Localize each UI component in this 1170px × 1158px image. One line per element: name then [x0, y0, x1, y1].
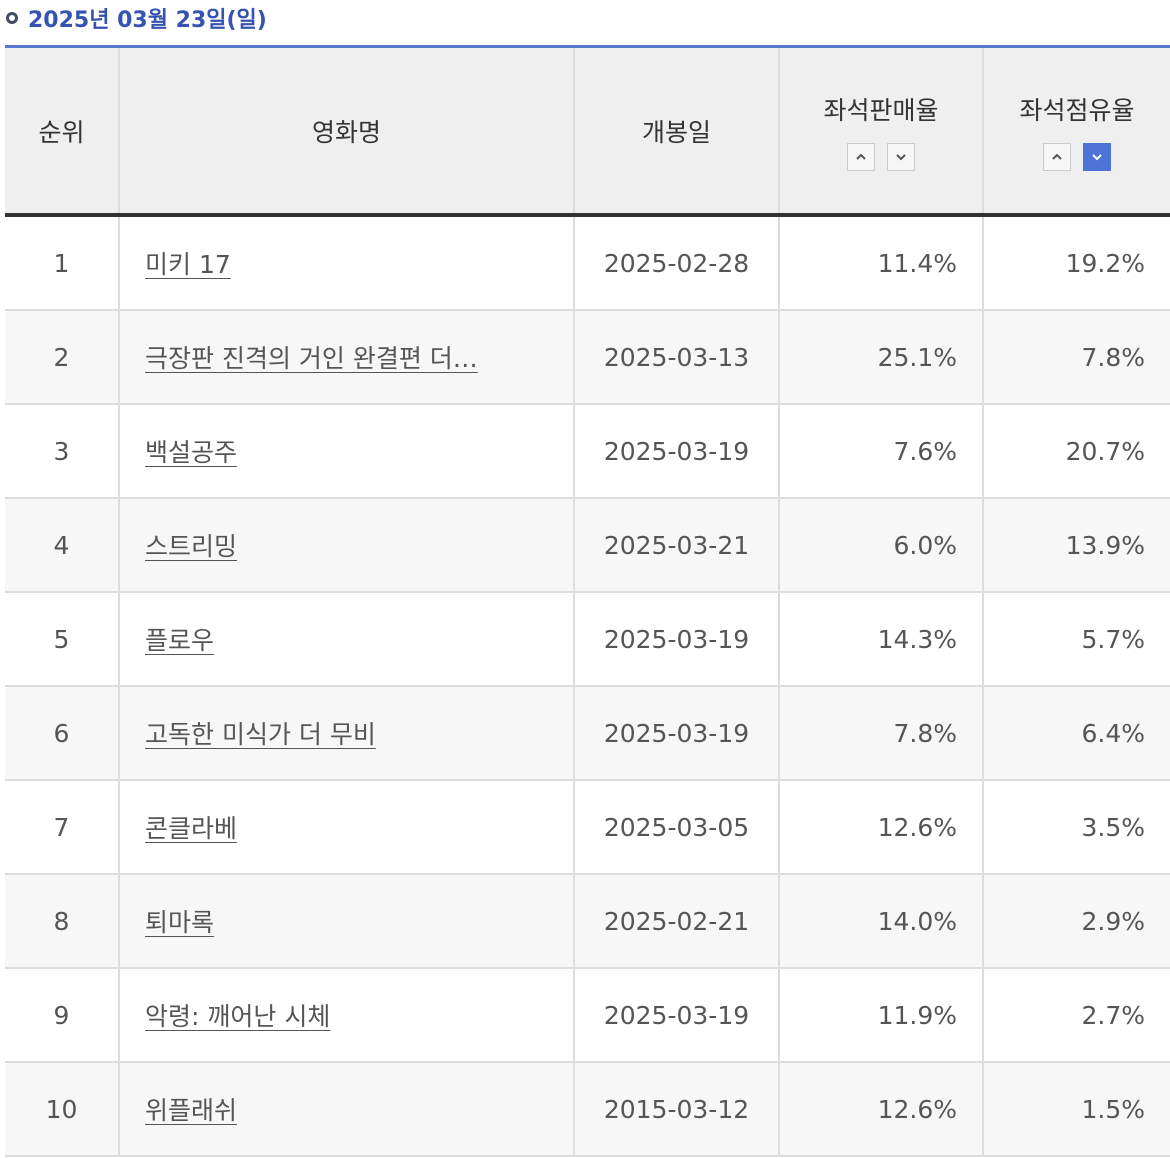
seat-occupancy-rate: 6.4%	[982, 686, 1170, 781]
rank: 6	[5, 686, 119, 781]
table-row: 4 스트리밍 2025-03-21 6.0% 13.9%	[5, 498, 1170, 593]
release-date: 2025-03-19	[573, 968, 779, 1063]
cell: 플로우	[118, 592, 574, 687]
release-date: 2025-02-21	[573, 874, 779, 969]
seat-occupancy-rate: 2.9%	[982, 874, 1170, 969]
table-row: 10 위플래쉬 2015-03-12 12.6% 1.5%	[5, 1062, 1170, 1157]
movie-title-link[interactable]: 극장판 진격의 거인 완결편 더…	[145, 344, 478, 373]
column-label: 영화명	[311, 117, 381, 147]
sort-asc-button[interactable]	[1043, 142, 1071, 171]
seat-occupancy-rate: 3.5%	[982, 780, 1170, 875]
header-row: 순위 영화명 개봉일 좌석판매율 좌석점유율	[5, 48, 1170, 217]
divider	[5, 45, 1170, 48]
cell: 악령: 깨어난 시체	[118, 968, 574, 1063]
movie-title-link[interactable]: 플로우	[145, 626, 215, 655]
seat-sales-rate: 11.4%	[778, 215, 983, 311]
seat-sales-rate: 6.0%	[778, 498, 983, 593]
rank: 4	[5, 498, 119, 593]
column-header: 좌석판매율	[778, 48, 983, 217]
rank: 2	[5, 310, 119, 405]
rank: 3	[5, 404, 119, 499]
table-row: 2 극장판 진격의 거인 완결편 더… 2025-03-13 25.1% 7.8%	[5, 310, 1170, 405]
sort-asc-button[interactable]	[847, 142, 875, 171]
chevron-icon	[1052, 153, 1062, 160]
rank: 9	[5, 968, 119, 1063]
seat-sales-rate: 14.3%	[778, 592, 983, 687]
cell: 미키 17	[118, 215, 574, 311]
sort-controls	[984, 142, 1170, 171]
release-date: 2025-03-19	[573, 686, 779, 781]
column-header: 순위	[5, 48, 119, 217]
chevron-icon	[896, 153, 906, 160]
movie-title-link[interactable]: 고독한 미식가 더 무비	[145, 720, 376, 749]
release-date: 2025-02-28	[573, 215, 779, 311]
table-row: 8 퇴마록 2025-02-21 14.0% 2.9%	[5, 874, 1170, 969]
seat-occupancy-rate: 5.7%	[982, 592, 1170, 687]
chevron-icon	[1092, 153, 1102, 160]
sort-controls	[780, 142, 982, 171]
column-header: 개봉일	[573, 48, 779, 217]
table-row: 1 미키 17 2025-02-28 11.4% 19.2%	[5, 215, 1170, 311]
movie-title-link[interactable]: 미키 17	[145, 250, 231, 279]
table-body: 1 미키 17 2025-02-28 11.4% 19.2% 2 극장판 진격의 거인 완결…	[5, 215, 1170, 1157]
sort-desc-button[interactable]	[1083, 142, 1111, 171]
seat-sales-rate: 25.1%	[778, 310, 983, 405]
movie-title-link[interactable]: 백설공주	[145, 438, 238, 467]
chevron-icon	[856, 153, 866, 160]
seat-occupancy-rate: 1.5%	[982, 1062, 1170, 1157]
rank: 8	[5, 874, 119, 969]
release-date: 2025-03-19	[573, 404, 779, 499]
table-row: 6 고독한 미식가 더 무비 2025-03-19 7.8% 6.4%	[5, 686, 1170, 781]
cell: 스트리밍	[118, 498, 574, 593]
column-header: 좌석점유율	[982, 48, 1170, 217]
cell: 고독한 미식가 더 무비	[118, 686, 574, 781]
release-date: 2025-03-13	[573, 310, 779, 405]
movie-title-link[interactable]: 퇴마록	[145, 908, 215, 937]
column-label: 좌석판매율	[823, 95, 939, 125]
seat-occupancy-rate: 7.8%	[982, 310, 1170, 405]
rank: 5	[5, 592, 119, 687]
seat-sales-rate: 12.6%	[778, 780, 983, 875]
rank: 7	[5, 780, 119, 875]
movie-title-link[interactable]: 콘클라베	[145, 814, 238, 843]
seat-sales-rate: 12.6%	[778, 1062, 983, 1157]
release-date: 2025-03-05	[573, 780, 779, 875]
seat-occupancy-rate: 13.9%	[982, 498, 1170, 593]
rank: 1	[5, 215, 119, 311]
cell: 백설공주	[118, 404, 574, 499]
seat-occupancy-rate: 2.7%	[982, 968, 1170, 1063]
table-row: 3 백설공주 2025-03-19 7.6% 20.7%	[5, 404, 1170, 499]
column-label: 순위	[38, 117, 85, 147]
cell: 극장판 진격의 거인 완결편 더…	[118, 310, 574, 405]
date-heading: 2025년 03월 23일(일)	[6, 2, 267, 34]
release-date: 2025-03-19	[573, 592, 779, 687]
bullet-icon	[6, 12, 18, 24]
column-header: 영화명	[118, 48, 574, 217]
table-row: 9 악령: 깨어난 시체 2025-03-19 11.9% 2.7%	[5, 968, 1170, 1063]
seat-sales-rate: 14.0%	[778, 874, 983, 969]
release-date: 2015-03-12	[573, 1062, 779, 1157]
rank: 10	[5, 1062, 119, 1157]
seat-sales-rate: 7.8%	[778, 686, 983, 781]
movie-title-link[interactable]: 악령: 깨어난 시체	[145, 1002, 331, 1031]
seat-sales-rate: 7.6%	[778, 404, 983, 499]
seat-occupancy-rate: 20.7%	[982, 404, 1170, 499]
cell: 콘클라베	[118, 780, 574, 875]
column-label: 좌석점유율	[1019, 95, 1135, 125]
column-label: 개봉일	[641, 117, 711, 147]
release-date: 2025-03-21	[573, 498, 779, 593]
seat-sales-rate: 11.9%	[778, 968, 983, 1063]
ranking-table: 순위 영화명 개봉일 좌석판매율 좌석점유율 1 미키 17 2025-02-28 11.4%…	[5, 48, 1170, 1157]
cell: 퇴마록	[118, 874, 574, 969]
cell: 위플래쉬	[118, 1062, 574, 1157]
seat-occupancy-rate: 19.2%	[982, 215, 1170, 311]
movie-title-link[interactable]: 스트리밍	[145, 532, 238, 561]
sort-desc-button[interactable]	[887, 142, 915, 171]
date-title: 2025년 03월 23일(일)	[28, 8, 267, 33]
movie-title-link[interactable]: 위플래쉬	[145, 1096, 238, 1125]
table-row: 5 플로우 2025-03-19 14.3% 5.7%	[5, 592, 1170, 687]
table-row: 7 콘클라베 2025-03-05 12.6% 3.5%	[5, 780, 1170, 875]
